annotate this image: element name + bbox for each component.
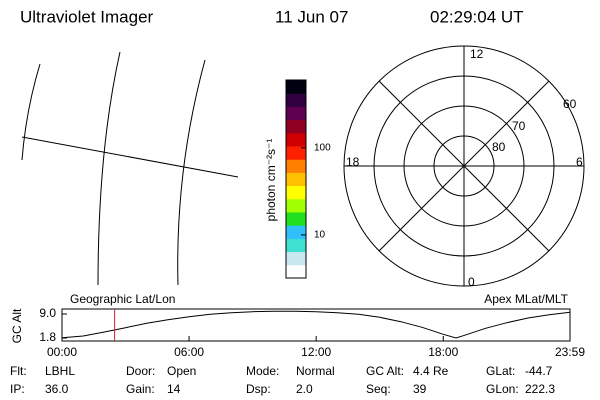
y-tick-label: 1.8	[39, 330, 56, 344]
field-value: LBHL	[45, 364, 75, 378]
footer: Flt: LBHL Door: Open Mode: Normal GC Alt: 4.4 R…	[10, 364, 555, 396]
field-label: Mode:	[246, 364, 279, 378]
y-label: GC Alt	[10, 308, 24, 343]
colorbar-cell	[286, 264, 306, 279]
field-label: GC Alt:	[366, 364, 404, 378]
lat-label: 70	[512, 119, 526, 133]
time: 02:29:04 UT	[430, 7, 524, 26]
colorbar-frame	[285, 79, 307, 279]
map-grid	[21, 63, 41, 161]
x-tick-label: 06:00	[174, 345, 204, 359]
colorbar-cell	[286, 185, 306, 200]
colorbar-cell	[286, 212, 306, 226]
field-label: IP:	[10, 382, 25, 396]
field-value: 222.3	[525, 382, 555, 396]
colorbar: photon cm⁻²s⁻¹ 10 100	[264, 79, 331, 279]
field-value: 39	[413, 382, 427, 396]
map-panel	[21, 51, 239, 286]
colorbar-label: photon cm⁻²s⁻¹	[264, 139, 278, 222]
field-label: Seq:	[366, 382, 391, 396]
field-label: GLat:	[486, 364, 515, 378]
field-label: Door:	[126, 364, 155, 378]
field-value: Open	[167, 364, 196, 378]
colorbar-cell	[286, 159, 306, 173]
colorbar-cell	[286, 198, 306, 213]
field-label: Flt:	[10, 364, 27, 378]
mlt-label: 18	[346, 155, 360, 169]
colorbar-cell	[286, 225, 306, 239]
left-label: Geographic Lat/Lon	[70, 292, 175, 306]
colorbar-tick-label: 10	[314, 230, 326, 241]
colorbar-cell	[286, 146, 306, 160]
colorbar-cell	[286, 172, 306, 187]
altitude-plot: GC Alt Geographic Lat/Lon Apex MLat/MLT …	[10, 292, 585, 359]
mlt-label: 12	[470, 47, 484, 61]
colorbar-cell	[286, 132, 306, 147]
altitude-line	[61, 310, 571, 339]
lat-label: 80	[492, 140, 506, 154]
x-tick-label: 00:00	[47, 345, 77, 359]
field-value: 2.0	[296, 382, 313, 396]
colorbar-cell	[286, 238, 306, 253]
colorbar-cell	[286, 106, 306, 121]
x-tick-label: 18:00	[428, 345, 458, 359]
map-grid	[177, 59, 206, 286]
field-value: 14	[167, 382, 181, 396]
field-label: Dsp:	[246, 382, 271, 396]
colorbar-cell	[286, 80, 306, 94]
colorbar-cell	[286, 251, 306, 266]
x-tick-label: 12:00	[301, 345, 331, 359]
mlt-label: 6	[576, 155, 583, 169]
date: 11 Jun 07	[275, 7, 348, 26]
map-grid	[97, 51, 121, 286]
polar-plot: 12 6 0 18 60 70 80	[343, 45, 585, 289]
field-label: Gain:	[126, 382, 155, 396]
colorbar-cell	[286, 93, 306, 107]
mlt-line	[378, 80, 550, 252]
lat-label: 60	[563, 97, 577, 111]
field-value: Normal	[296, 364, 335, 378]
field-label: GLon:	[486, 382, 519, 396]
y-tick-label: 9.0	[39, 306, 56, 320]
colorbar-cell	[286, 119, 306, 134]
colorbar-tick-label: 100	[314, 142, 331, 153]
field-value: 36.0	[45, 382, 69, 396]
field-value: -44.7	[525, 364, 553, 378]
x-tick-label: 23:59	[555, 345, 585, 359]
mlt-label: 0	[468, 275, 475, 289]
map-grid	[21, 136, 239, 178]
right-label: Apex MLat/MLT	[484, 292, 568, 306]
field-value: 4.4 Re	[413, 364, 449, 378]
title: Ultraviolet Imager	[20, 7, 154, 26]
